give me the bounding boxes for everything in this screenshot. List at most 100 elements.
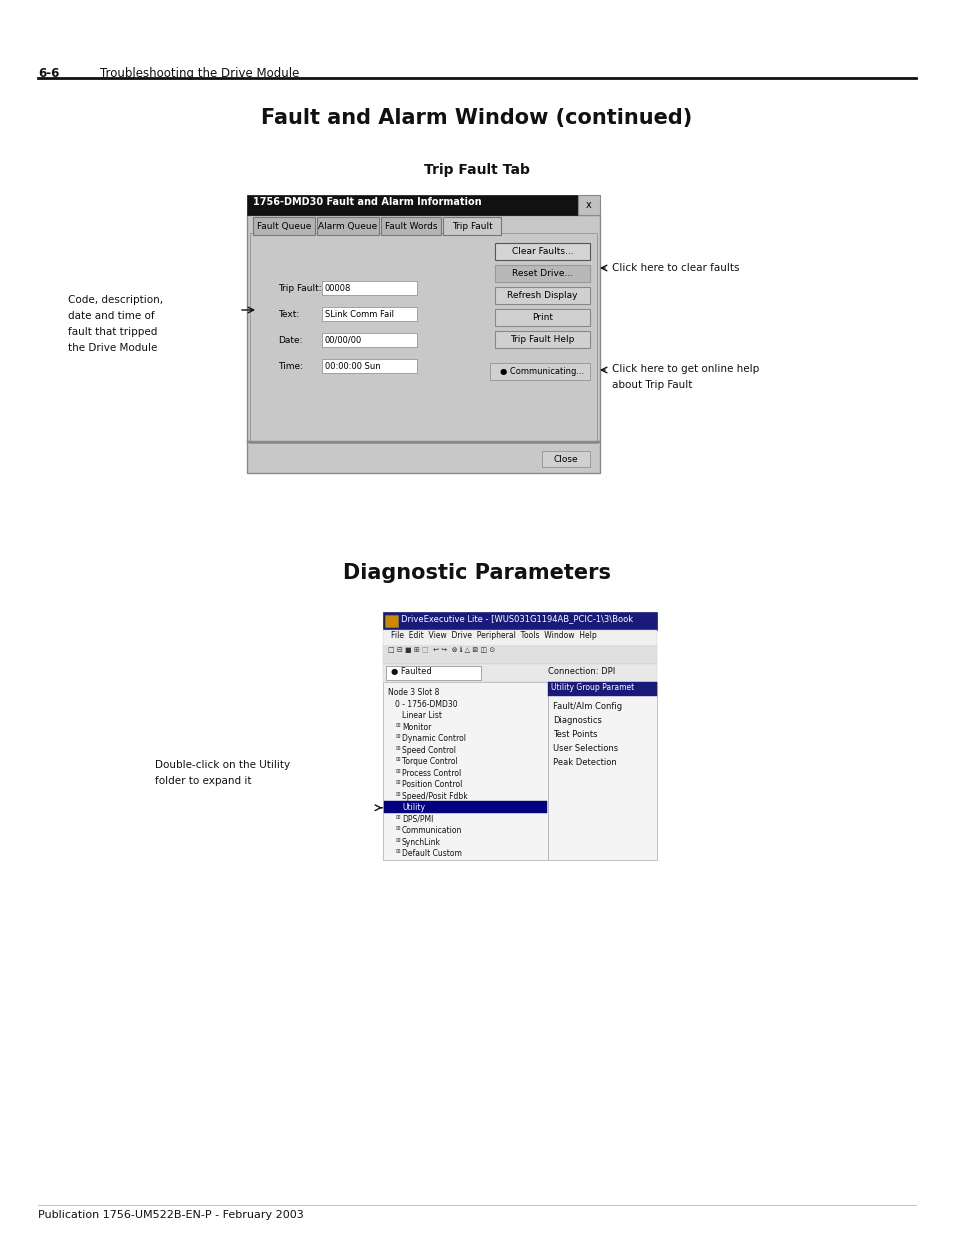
Text: Speed Control: Speed Control [401, 746, 456, 755]
Text: fault that tripped: fault that tripped [68, 327, 157, 337]
Text: the Drive Module: the Drive Module [68, 343, 157, 353]
Text: Linear List: Linear List [401, 711, 441, 720]
Text: ● Faulted: ● Faulted [391, 667, 432, 676]
Bar [547, 682, 657, 860]
Text: Reset Drive...: Reset Drive... [512, 268, 573, 278]
Text: Test Points: Test Points [553, 730, 597, 740]
Text: x: x [585, 200, 591, 210]
Text: ⊞: ⊞ [395, 792, 400, 797]
Bar [442, 218, 500, 235]
Text: Monitor: Monitor [401, 722, 431, 731]
Text: User Selections: User Selections [553, 745, 618, 753]
Text: SynchLink: SynchLink [401, 838, 440, 846]
Text: Peak Detection: Peak Detection [553, 758, 616, 767]
Bar [541, 451, 589, 467]
Bar [382, 682, 547, 860]
Bar [495, 287, 589, 305]
Text: Fault/Alm Config: Fault/Alm Config [553, 702, 621, 711]
Bar [247, 441, 599, 443]
Text: 0 - 1756-DMD30: 0 - 1756-DMD30 [395, 700, 457, 709]
Text: folder to expand it: folder to expand it [154, 776, 252, 786]
Text: Speed/Posit Fdbk: Speed/Posit Fdbk [401, 792, 467, 800]
Text: Dynamic Control: Dynamic Control [401, 735, 465, 743]
Bar [382, 612, 657, 630]
Text: Click here to get online help: Click here to get online help [612, 364, 759, 374]
Text: ⊞: ⊞ [395, 768, 400, 773]
Bar [247, 195, 578, 215]
Text: □ ⊟ ■ ⊞ ⬚  ↩ ↪  ⊗ ℹ △ ⊠ ◫ ⊙: □ ⊟ ■ ⊞ ⬚ ↩ ↪ ⊗ ℹ △ ⊠ ◫ ⊙ [388, 648, 495, 654]
Text: Torque Control: Torque Control [401, 757, 457, 766]
Bar [578, 195, 599, 215]
Text: Fault Words: Fault Words [384, 221, 436, 230]
Bar [322, 359, 416, 373]
Text: Close: Close [553, 455, 578, 464]
Text: ⊞: ⊞ [395, 849, 400, 854]
Text: Default Custom: Default Custom [401, 849, 461, 858]
Text: Refresh Display: Refresh Display [507, 291, 578, 300]
Text: 6-6: 6-6 [38, 67, 59, 80]
Bar [250, 232, 597, 443]
Text: Clear Faults...: Clear Faults... [511, 247, 573, 256]
Text: ⊞: ⊞ [395, 814, 400, 819]
Bar [547, 682, 657, 696]
Bar [490, 363, 589, 380]
Text: Utility: Utility [401, 803, 424, 812]
Text: 00/00/00: 00/00/00 [325, 336, 362, 344]
Text: ⊞: ⊞ [395, 735, 400, 740]
Bar [316, 218, 378, 235]
Bar [322, 307, 416, 321]
Text: Position Control: Position Control [401, 781, 462, 789]
Text: File  Edit  View  Drive  Peripheral  Tools  Window  Help: File Edit View Drive Peripheral Tools Wi… [391, 631, 597, 640]
Text: Date:: Date: [277, 336, 302, 344]
Text: date and time of: date and time of [68, 311, 154, 321]
Text: Trip Fault Help: Trip Fault Help [510, 336, 574, 344]
Text: SLink Comm Fail: SLink Comm Fail [325, 310, 394, 318]
Text: Alarm Queue: Alarm Queue [318, 221, 377, 230]
Text: Click here to clear faults: Click here to clear faults [612, 264, 739, 273]
Text: Communication: Communication [401, 827, 462, 835]
Bar [386, 666, 480, 680]
Text: Time:: Time: [277, 362, 303, 370]
Text: Print: Print [532, 313, 553, 322]
Bar [247, 215, 599, 474]
Text: ● Communicating...: ● Communicating... [500, 367, 584, 375]
Bar [382, 646, 657, 664]
Text: Trip Fault:: Trip Fault: [277, 283, 321, 292]
Text: Troubleshooting the Drive Module: Troubleshooting the Drive Module [100, 67, 299, 80]
Text: 00:00:00 Sun: 00:00:00 Sun [325, 362, 380, 370]
Text: Process Control: Process Control [401, 768, 460, 778]
Text: Fault and Alarm Window (continued): Fault and Alarm Window (continued) [261, 108, 692, 128]
Bar [322, 281, 416, 295]
Bar [495, 331, 589, 348]
Text: DriveExecutive Lite - [WUS031G1194AB_PCIC-1\3\Book: DriveExecutive Lite - [WUS031G1194AB_PCI… [400, 614, 633, 623]
Bar [380, 218, 440, 235]
Text: ⊞: ⊞ [395, 781, 400, 786]
Text: ⊞: ⊞ [395, 722, 400, 727]
Text: Node 3 Slot 8: Node 3 Slot 8 [388, 687, 439, 697]
Text: ⊞: ⊞ [395, 838, 400, 843]
Text: Double-click on the Utility: Double-click on the Utility [154, 759, 290, 769]
Text: Text:: Text: [277, 310, 299, 318]
Bar [384, 800, 546, 813]
Bar [382, 664, 657, 682]
Text: 1756-DMD30 Fault and Alarm Information: 1756-DMD30 Fault and Alarm Information [253, 196, 481, 208]
Text: Connection: DPI: Connection: DPI [547, 667, 615, 676]
Text: Fault Queue: Fault Queue [256, 221, 311, 230]
Text: about Trip Fault: about Trip Fault [612, 380, 692, 390]
Bar [385, 615, 397, 626]
Bar [495, 310, 589, 326]
Text: Utility Group Paramet: Utility Group Paramet [551, 682, 634, 692]
Bar [495, 265, 589, 282]
Text: ⊞: ⊞ [395, 827, 400, 832]
Bar [253, 218, 314, 235]
Text: Trip Fault: Trip Fault [451, 221, 492, 230]
Text: DPS/PMI: DPS/PMI [401, 814, 433, 824]
Text: 00008: 00008 [325, 283, 351, 292]
Text: Publication 1756-UM522B-EN-P - February 2003: Publication 1756-UM522B-EN-P - February … [38, 1209, 303, 1219]
Text: Code, description,: Code, description, [68, 295, 163, 305]
Text: Trip Fault Tab: Trip Fault Tab [424, 163, 529, 177]
Bar [495, 242, 589, 260]
Text: ⊞: ⊞ [395, 746, 400, 751]
Text: ⊞: ⊞ [395, 757, 400, 762]
Text: Diagnostic Parameters: Diagnostic Parameters [343, 563, 610, 583]
